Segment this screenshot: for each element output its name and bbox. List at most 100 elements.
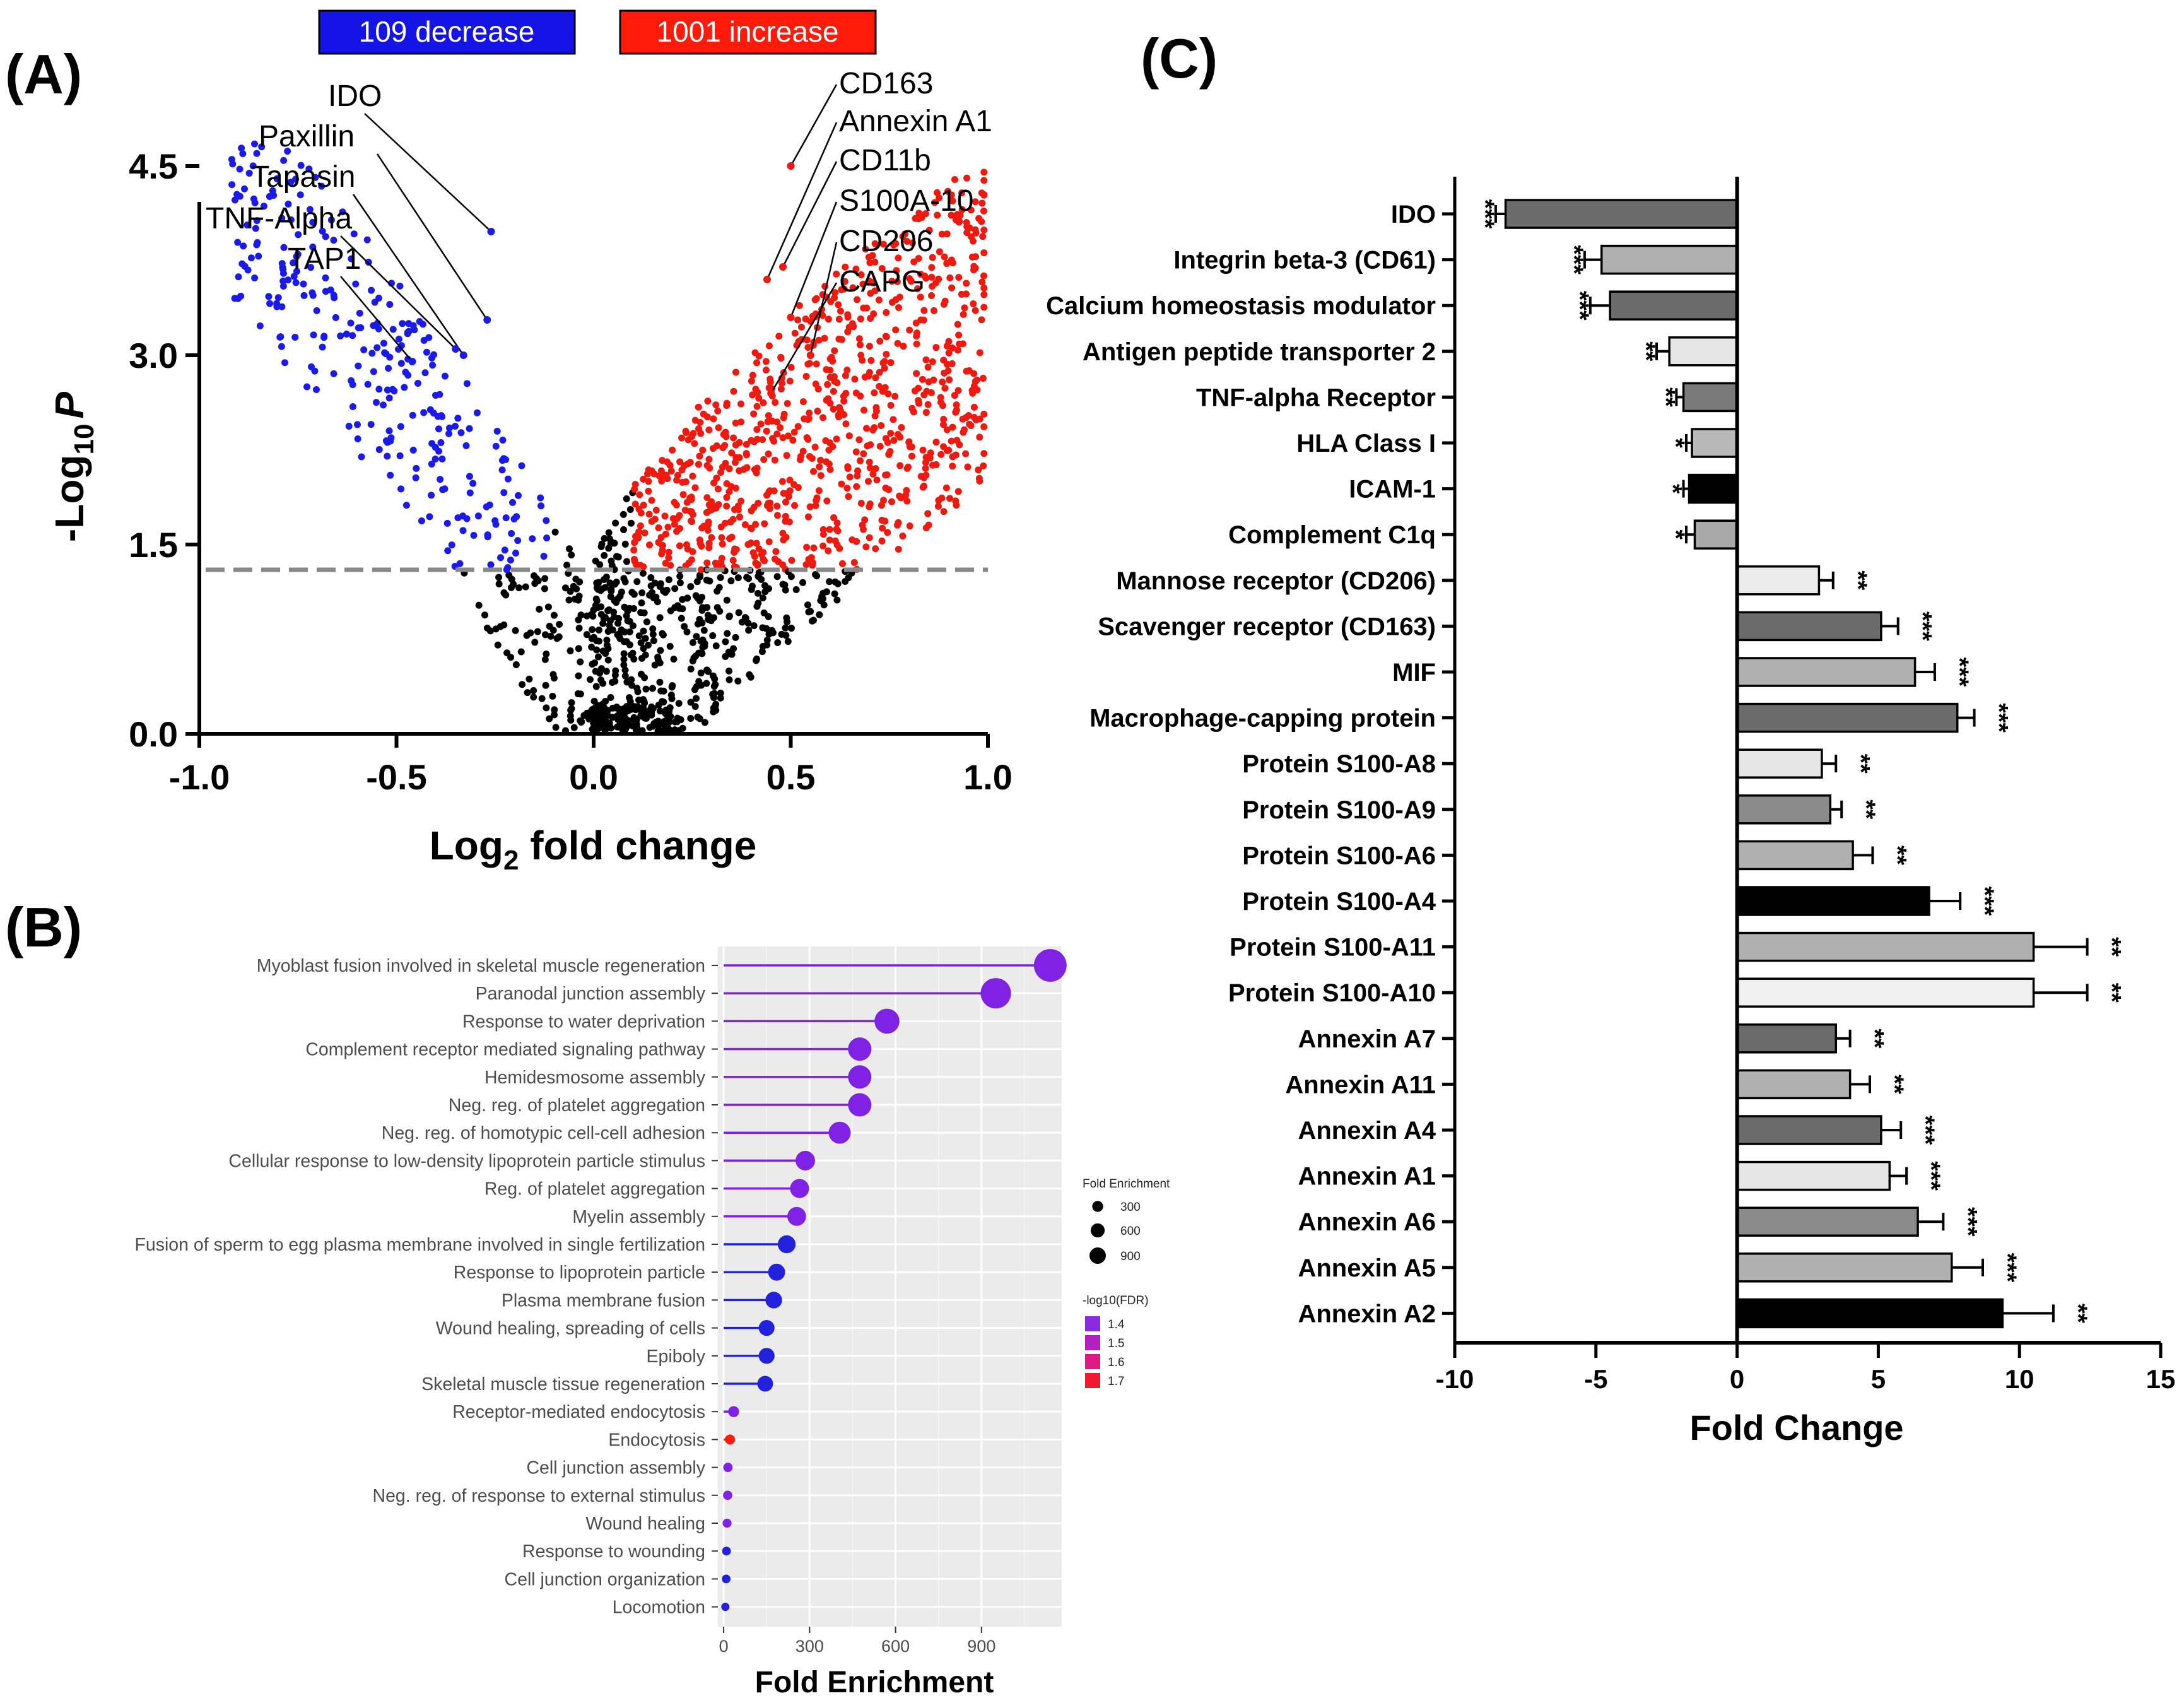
volcano-point bbox=[536, 606, 543, 613]
volcano-point bbox=[507, 584, 515, 591]
bar-significance-marker: *** bbox=[1946, 657, 1973, 687]
volcano-point bbox=[810, 544, 818, 551]
volcano-annotation-point bbox=[787, 162, 795, 170]
volcano-point bbox=[748, 437, 755, 444]
volcano-point bbox=[512, 550, 519, 557]
volcano-annotation-leader bbox=[809, 242, 838, 356]
volcano-point bbox=[423, 348, 430, 356]
volcano-point bbox=[356, 309, 363, 317]
volcano-point bbox=[889, 416, 897, 423]
volcano-point bbox=[837, 307, 844, 315]
volcano-point bbox=[879, 387, 886, 395]
bar-category-label: HLA Class I bbox=[1296, 430, 1436, 457]
volcano-point bbox=[717, 574, 724, 581]
volcano-point bbox=[509, 498, 517, 506]
bar-significance-marker: *** bbox=[1971, 887, 1999, 916]
volcano-point bbox=[869, 470, 877, 478]
volcano-point bbox=[695, 403, 702, 411]
volcano-point bbox=[856, 341, 864, 348]
bar-significance-marker: *** bbox=[1985, 703, 2013, 733]
volcano-point bbox=[470, 532, 478, 539]
volcano-point bbox=[613, 599, 620, 606]
volcano-point bbox=[794, 423, 802, 430]
volcano-point bbox=[466, 425, 473, 432]
enrichment-category-label: Cell junction assembly bbox=[526, 1458, 705, 1478]
bar-significance-marker: ** bbox=[2098, 983, 2126, 1003]
volcano-point bbox=[698, 543, 705, 550]
volcano-point bbox=[386, 301, 394, 309]
volcano-point bbox=[903, 497, 911, 505]
volcano-point bbox=[823, 366, 830, 374]
volcano-point bbox=[665, 548, 672, 556]
volcano-point bbox=[876, 368, 883, 376]
volcano-point bbox=[761, 520, 768, 527]
volcano-point bbox=[729, 557, 737, 564]
volcano-annotation-leader bbox=[766, 122, 838, 280]
volcano-point bbox=[606, 721, 613, 729]
volcano-point bbox=[650, 720, 658, 728]
volcano-point bbox=[705, 456, 713, 463]
size-legend-label: 600 bbox=[1120, 1225, 1141, 1238]
volcano-point bbox=[980, 423, 988, 430]
volcano-point bbox=[850, 323, 857, 331]
volcano-point bbox=[700, 627, 708, 634]
volcano-point bbox=[781, 581, 789, 589]
bar-x-tick-label: 10 bbox=[2005, 1364, 2034, 1394]
volcano-point bbox=[602, 650, 609, 657]
volcano-point bbox=[963, 174, 971, 182]
volcano-point bbox=[762, 367, 770, 374]
volcano-point bbox=[612, 519, 619, 527]
volcano-point bbox=[821, 334, 828, 342]
volcano-point bbox=[305, 165, 313, 173]
volcano-point bbox=[763, 637, 771, 644]
volcano-point bbox=[949, 345, 956, 352]
volcano-point bbox=[592, 595, 600, 603]
volcano-point bbox=[623, 558, 631, 565]
volcano-point bbox=[692, 592, 700, 599]
volcano-point bbox=[873, 476, 881, 484]
volcano-point bbox=[312, 386, 320, 393]
volcano-point bbox=[796, 302, 803, 309]
volcano-point bbox=[960, 310, 967, 318]
volcano-point bbox=[766, 379, 774, 386]
volcano-point bbox=[731, 459, 739, 466]
volcano-point bbox=[550, 611, 558, 619]
volcano-point bbox=[412, 474, 420, 481]
volcano-point bbox=[724, 630, 731, 637]
volcano-y-tick-label: 1.5 bbox=[129, 525, 178, 565]
volcano-point bbox=[556, 621, 563, 628]
volcano-point bbox=[435, 425, 442, 433]
volcano-point bbox=[852, 265, 860, 273]
legend-decrease-box bbox=[318, 9, 576, 55]
volcano-point bbox=[717, 469, 725, 476]
volcano-point bbox=[976, 477, 983, 485]
volcano-point bbox=[494, 641, 502, 649]
volcano-point bbox=[955, 331, 963, 339]
volcano-point bbox=[691, 484, 699, 492]
volcano-point bbox=[529, 535, 536, 543]
volcano-point bbox=[922, 524, 930, 532]
volcano-point bbox=[725, 465, 733, 473]
volcano-point bbox=[803, 336, 811, 344]
volcano-point bbox=[498, 466, 506, 474]
bar-significance-marker: ** bbox=[1652, 387, 1679, 408]
volcano-point bbox=[615, 615, 623, 622]
volcano-annotation-leader bbox=[340, 276, 413, 362]
volcano-point bbox=[385, 394, 393, 402]
volcano-point bbox=[678, 615, 685, 622]
volcano-point bbox=[758, 648, 766, 656]
volcano-point bbox=[670, 656, 678, 663]
volcano-point bbox=[978, 278, 986, 286]
volcano-point bbox=[285, 201, 292, 208]
volcano-point bbox=[884, 390, 892, 398]
volcano-point bbox=[980, 462, 987, 469]
volcano-point bbox=[656, 707, 664, 715]
volcano-point bbox=[686, 507, 694, 515]
volcano-point bbox=[872, 374, 879, 382]
volcano-point bbox=[631, 533, 639, 540]
enrichment-category-label: Hemidesmosome assembly bbox=[484, 1068, 706, 1088]
volcano-point bbox=[790, 428, 798, 436]
enrichment-category-label: Neg. reg. of platelet aggregation bbox=[449, 1095, 705, 1116]
volcano-y-axis-title: -Log10P bbox=[47, 392, 100, 543]
volcano-point bbox=[638, 589, 646, 597]
